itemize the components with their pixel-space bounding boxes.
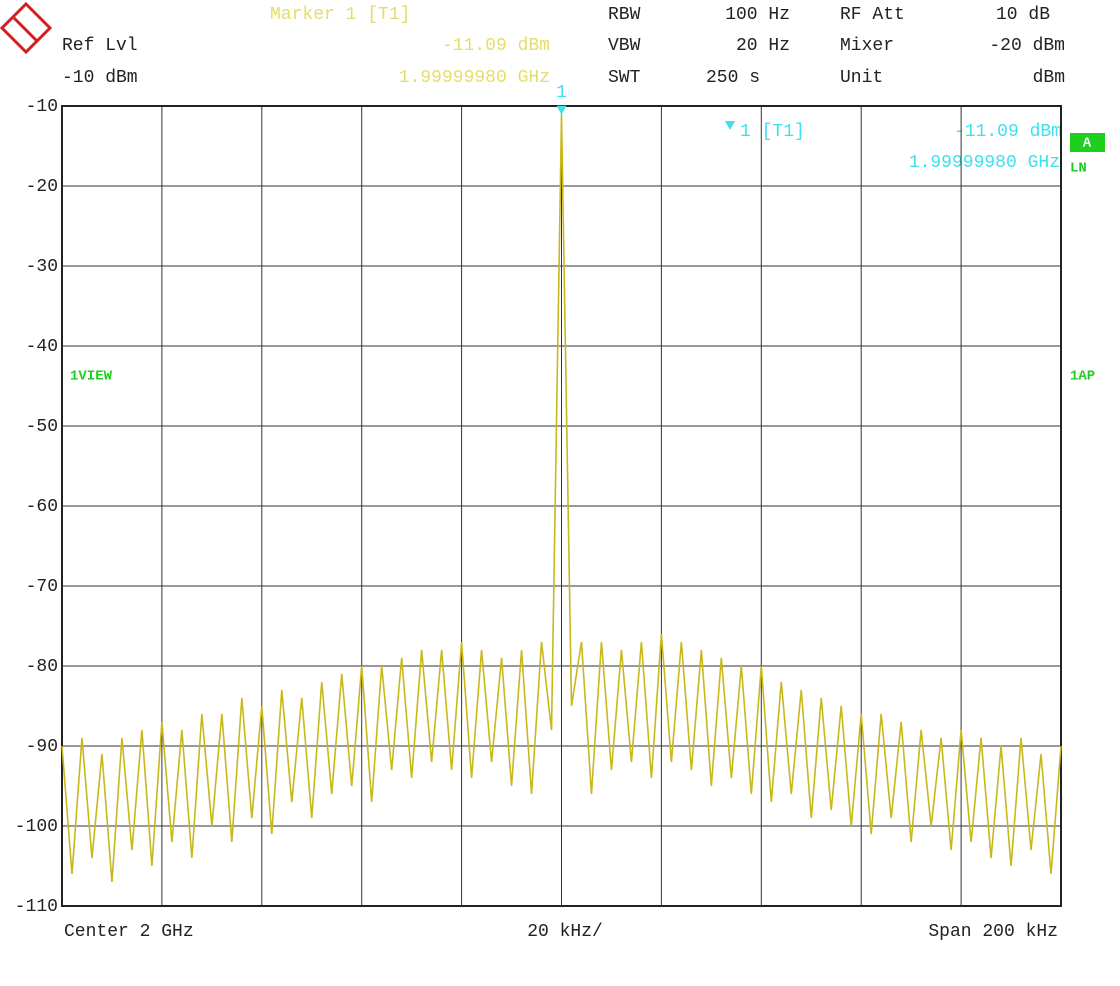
- readout-name: 1 [T1]: [740, 122, 805, 142]
- swt-label: SWT: [608, 68, 641, 88]
- marker-number: 1: [556, 83, 567, 103]
- marker-freq: 1.99999980 GHz: [399, 68, 550, 88]
- y-tick-label: -110: [15, 897, 58, 917]
- plot-area: -10 -20 -30 -40 -50 -60 -70 -80 -90 -100 -110 1: [15, 83, 1062, 917]
- y-tick-label: -80: [26, 657, 58, 677]
- rf-att-value: 10 dB: [996, 5, 1050, 25]
- logo-stroke: [12, 16, 40, 44]
- marker: [556, 105, 567, 115]
- readout-level: -11.09 dBm: [954, 122, 1062, 142]
- mixer-label: Mixer: [840, 36, 894, 56]
- readout-freq: 1.99999980 GHz: [909, 153, 1060, 173]
- unit-value: dBm: [1033, 68, 1065, 88]
- ap-label: 1AP: [1070, 369, 1095, 385]
- ref-lvl-label: Ref Lvl: [62, 36, 138, 56]
- unit-label: Unit: [840, 68, 883, 88]
- vbw-label: VBW: [608, 36, 641, 56]
- marker-title: Marker 1 [T1]: [270, 5, 410, 25]
- span-label: Span 200 kHz: [928, 922, 1058, 942]
- rf-att-label: RF Att: [840, 5, 905, 25]
- y-tick-label: -10: [26, 97, 58, 117]
- y-tick-label: -90: [26, 737, 58, 757]
- mixer-value: -20 dBm: [989, 36, 1065, 56]
- swt-value: 250 s: [706, 68, 760, 88]
- ref-lvl-value: -10 dBm: [62, 68, 138, 88]
- y-tick-label: -60: [26, 497, 58, 517]
- div-label: 20 kHz/: [527, 922, 603, 942]
- y-tick-label: -100: [15, 817, 58, 837]
- view-label: 1VIEW: [70, 369, 113, 385]
- y-tick-label: -40: [26, 337, 58, 357]
- trace-a-box: [1070, 133, 1105, 152]
- logo: [0, 1, 53, 55]
- y-tick-label: -70: [26, 577, 58, 597]
- trace-a-label: A: [1083, 136, 1092, 152]
- readout-marker-icon: [725, 121, 735, 130]
- y-tick-label: -20: [26, 177, 58, 197]
- marker-level: -11.09 dBm: [442, 36, 550, 56]
- y-tick-label: -30: [26, 257, 58, 277]
- vbw-value: 20 Hz: [736, 36, 790, 56]
- rbw-value: 100 Hz: [725, 5, 790, 25]
- rbw-label: RBW: [608, 5, 641, 25]
- center-label: Center 2 GHz: [64, 922, 194, 942]
- ln-label: LN: [1070, 161, 1087, 177]
- y-tick-label: -50: [26, 417, 58, 437]
